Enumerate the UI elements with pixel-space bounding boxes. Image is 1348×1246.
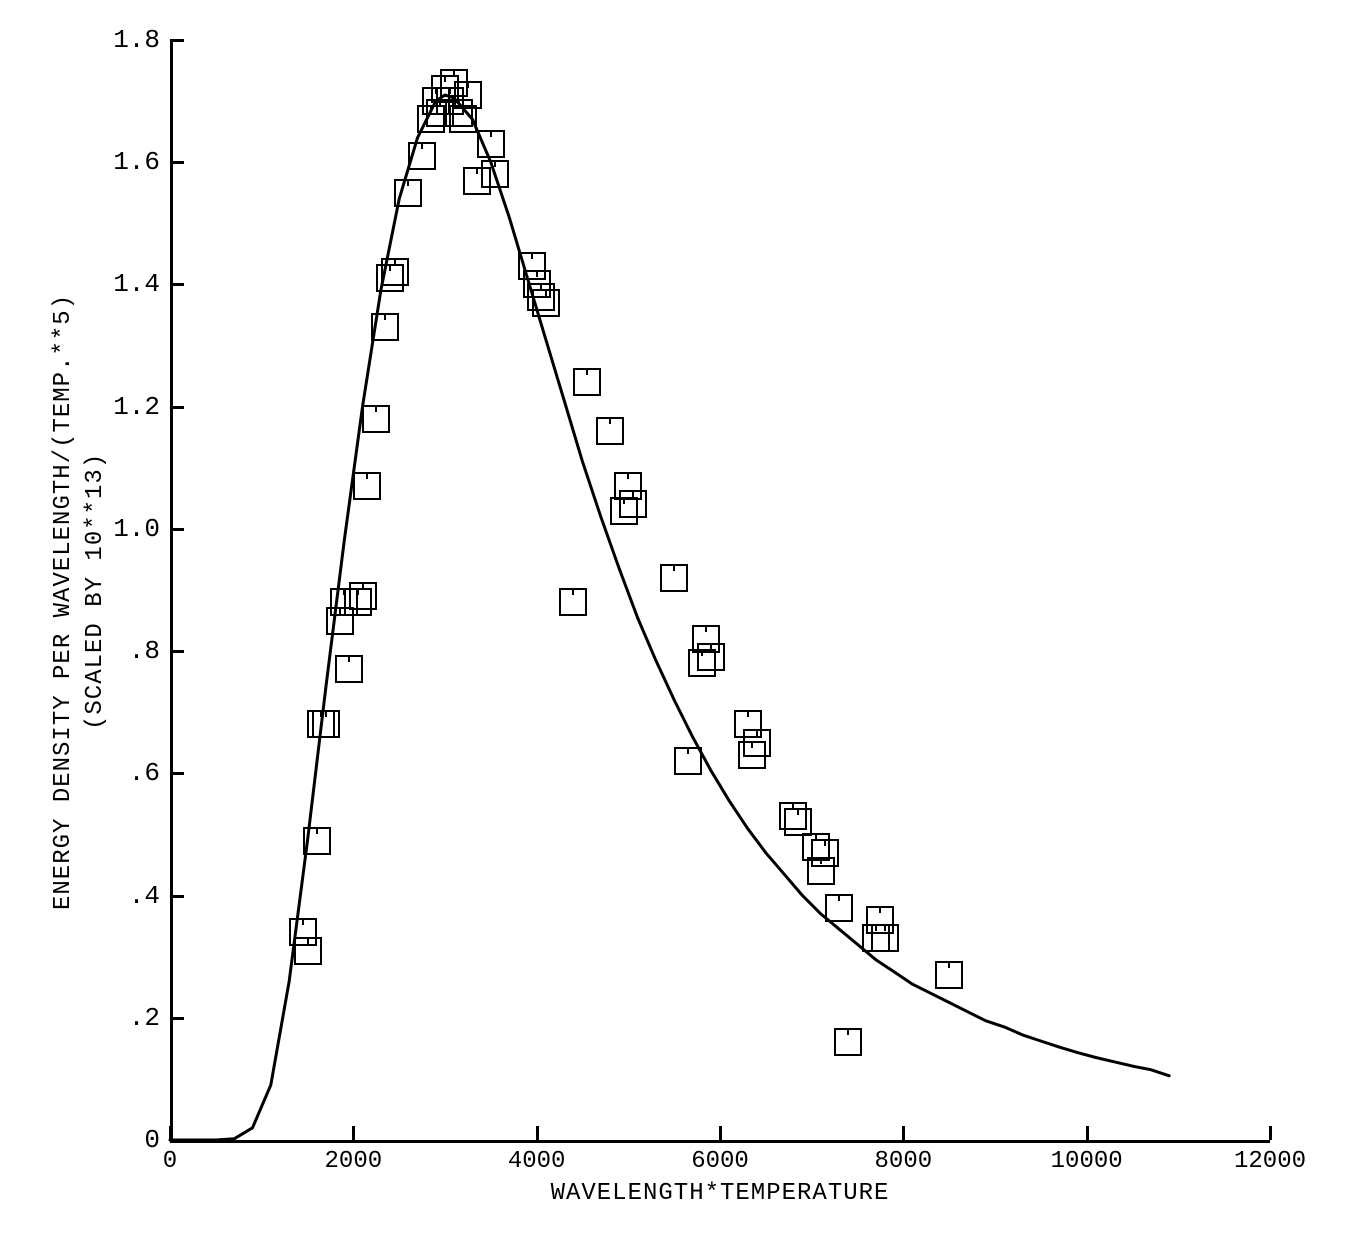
x-axis-title: WAVELENGTH*TEMPERATURE (551, 1180, 890, 1207)
y-tick (170, 528, 184, 531)
x-tick-label: 8000 (875, 1148, 933, 1175)
y-tick-label: 1.2 (113, 392, 160, 422)
data-point-marker (477, 130, 505, 158)
y-tick-label: 1.0 (113, 514, 160, 544)
data-point-marker (871, 924, 899, 952)
data-point-marker (335, 655, 363, 683)
y-tick (170, 650, 184, 653)
x-tick (719, 1126, 722, 1140)
y-tick-label: 0 (144, 1125, 160, 1155)
y-axis-title-line2: (SCALED BY 10**13) (82, 453, 109, 730)
data-point-marker (743, 729, 771, 757)
data-point-marker (303, 827, 331, 855)
data-point-marker (619, 490, 647, 518)
x-tick (536, 1126, 539, 1140)
y-tick-label: .6 (129, 758, 160, 788)
data-point-marker (408, 142, 436, 170)
data-point-marker (660, 564, 688, 592)
y-tick (170, 1139, 184, 1142)
y-tick-label: 1.6 (113, 147, 160, 177)
data-point-marker (371, 313, 399, 341)
y-axis-title-line1: ENERGY DENSITY PER WAVELENGTH/(TEMP.**5) (50, 294, 77, 910)
data-point-marker (811, 839, 839, 867)
y-tick (170, 772, 184, 775)
x-tick (352, 1126, 355, 1140)
y-tick (170, 1017, 184, 1020)
x-tick-label: 0 (163, 1148, 177, 1175)
y-tick (170, 283, 184, 286)
x-tick-label: 6000 (691, 1148, 749, 1175)
data-point-marker (449, 105, 477, 133)
data-point-marker (454, 81, 482, 109)
data-point-marker (362, 405, 390, 433)
data-point-marker (697, 643, 725, 671)
data-point-marker (935, 961, 963, 989)
data-point-marker (834, 1028, 862, 1056)
y-tick (170, 161, 184, 164)
x-tick (902, 1126, 905, 1140)
data-point-marker (312, 710, 340, 738)
data-point-marker (825, 894, 853, 922)
data-point-marker (381, 258, 409, 286)
data-point-marker (353, 472, 381, 500)
y-tick (170, 39, 184, 42)
data-point-marker (674, 747, 702, 775)
data-point-marker (394, 179, 422, 207)
y-tick-label: 1.4 (113, 269, 160, 299)
data-point-marker (532, 289, 560, 317)
fit-curve (0, 0, 1348, 1246)
x-tick (1086, 1126, 1089, 1140)
y-tick (170, 406, 184, 409)
y-tick-label: 1.8 (113, 25, 160, 55)
y-tick-label: .4 (129, 881, 160, 911)
chart-container: WAVELENGTH*TEMPERATURE ENERGY DENSITY PE… (0, 0, 1348, 1246)
x-tick-label: 12000 (1234, 1148, 1306, 1175)
data-point-marker (349, 582, 377, 610)
x-tick (169, 1126, 172, 1140)
data-point-marker (573, 368, 601, 396)
x-tick-label: 10000 (1051, 1148, 1123, 1175)
x-tick (1269, 1126, 1272, 1140)
y-tick-label: .8 (129, 636, 160, 666)
y-tick (170, 895, 184, 898)
x-tick-label: 2000 (325, 1148, 383, 1175)
data-point-marker (294, 937, 322, 965)
data-point-marker (481, 160, 509, 188)
data-point-marker (559, 588, 587, 616)
y-tick-label: .2 (129, 1003, 160, 1033)
x-tick-label: 4000 (508, 1148, 566, 1175)
data-point-marker (596, 417, 624, 445)
